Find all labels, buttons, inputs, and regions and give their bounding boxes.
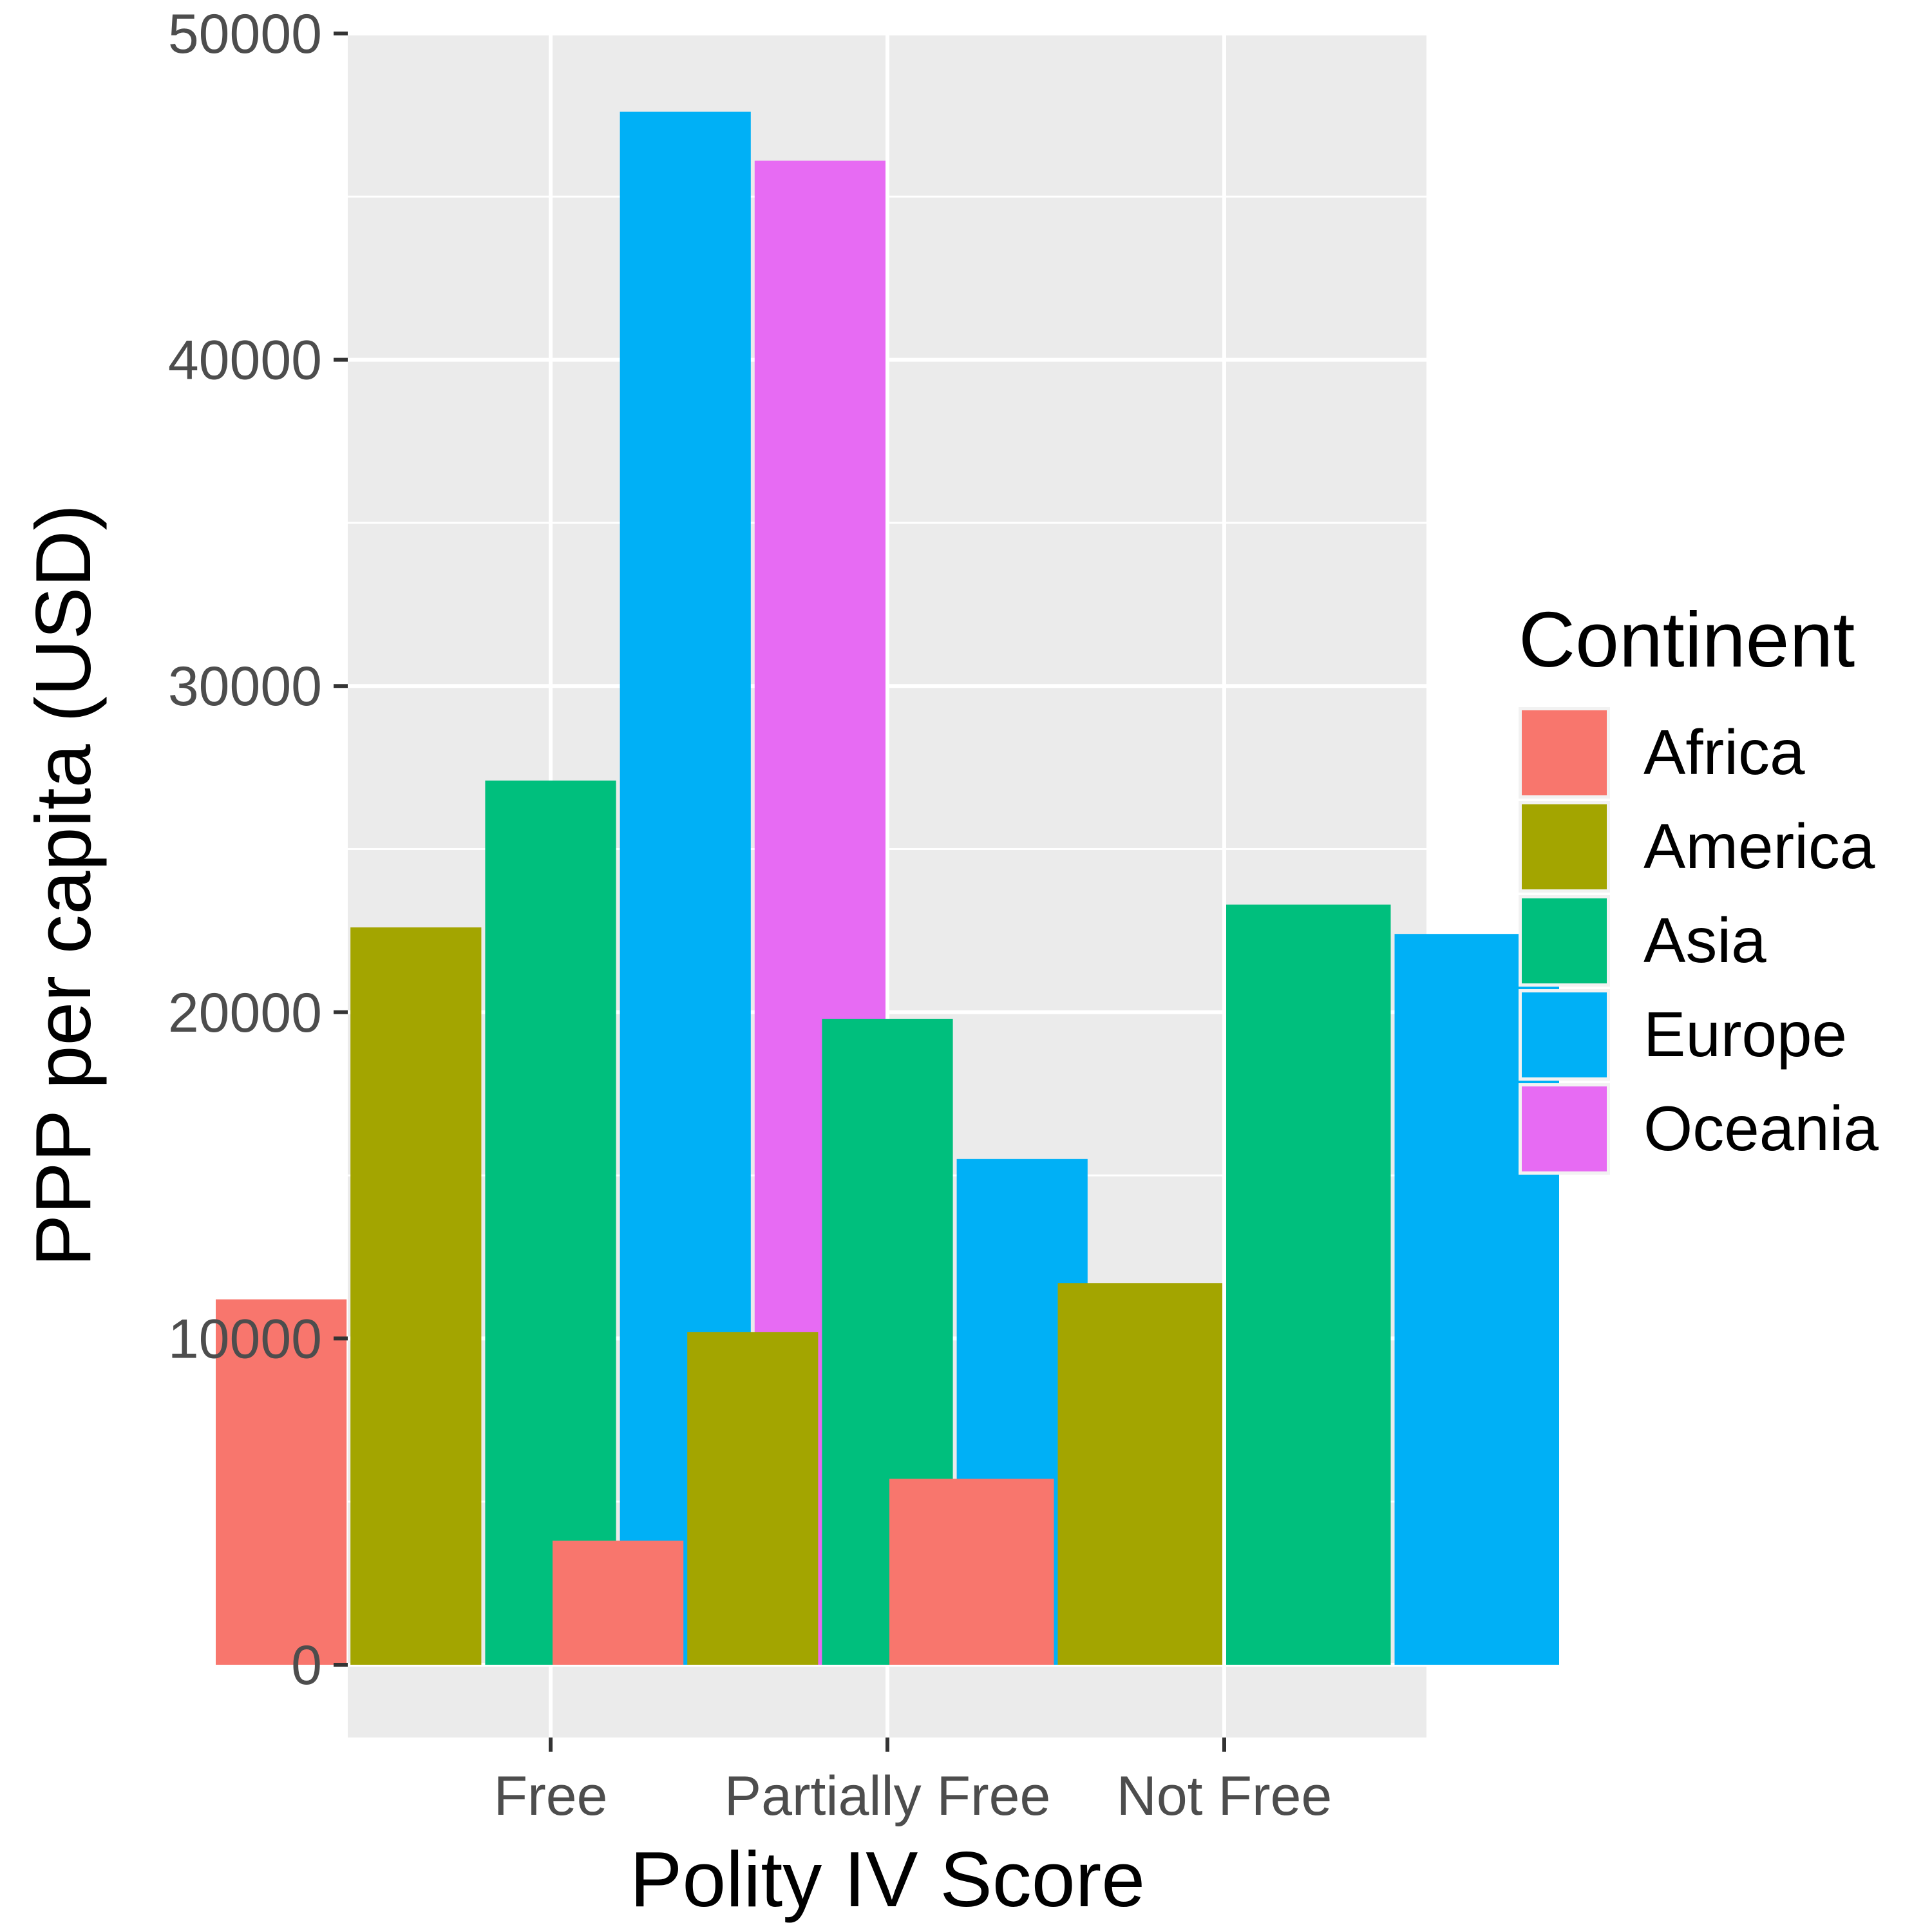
- y-axis-title: PPP per capita (USD): [19, 504, 107, 1267]
- bar-free-asia: [485, 781, 616, 1665]
- bar-partially-free-america: [687, 1332, 819, 1665]
- bar-not-free-america: [1057, 1283, 1222, 1665]
- y-tick-label: 20000: [168, 982, 322, 1044]
- x-tick-label: Not Free: [1117, 1765, 1332, 1827]
- x-tick-label: Partially Free: [724, 1765, 1051, 1827]
- legend-key-america: [1522, 804, 1607, 889]
- legend-key-oceania: [1522, 1086, 1607, 1171]
- legend-label-america: America: [1643, 811, 1875, 882]
- bar-not-free-asia: [1226, 904, 1391, 1665]
- legend-label-africa: Africa: [1643, 717, 1805, 788]
- y-tick-label: 40000: [168, 330, 322, 392]
- x-axis: Free Partially Free Not Free: [494, 1738, 1332, 1827]
- legend-key-asia: [1522, 898, 1607, 983]
- y-tick-label: 50000: [168, 3, 322, 65]
- legend-key-europe: [1522, 992, 1607, 1077]
- bar-free-america: [350, 927, 482, 1665]
- x-axis-title: Polity IV Score: [630, 1835, 1145, 1923]
- legend-key-africa: [1522, 710, 1607, 795]
- y-tick-label: 10000: [168, 1308, 322, 1370]
- x-tick-label: Free: [494, 1765, 608, 1827]
- legend: Continent Africa America Asia Europe Oceania: [1519, 596, 1879, 1175]
- bars: [216, 111, 1559, 1665]
- legend-label-oceania: Oceania: [1643, 1093, 1879, 1164]
- y-tick-label: 0: [291, 1634, 322, 1696]
- y-tick-label: 30000: [168, 656, 322, 717]
- legend-label-europe: Europe: [1643, 999, 1847, 1070]
- bar-not-free-africa: [889, 1479, 1054, 1665]
- bar-free-africa: [216, 1299, 347, 1665]
- y-axis: 0 10000 20000 30000 40000 50000: [168, 3, 348, 1696]
- legend-label-asia: Asia: [1643, 905, 1766, 976]
- legend-title: Continent: [1519, 596, 1855, 683]
- bar-partially-free-africa: [553, 1540, 684, 1665]
